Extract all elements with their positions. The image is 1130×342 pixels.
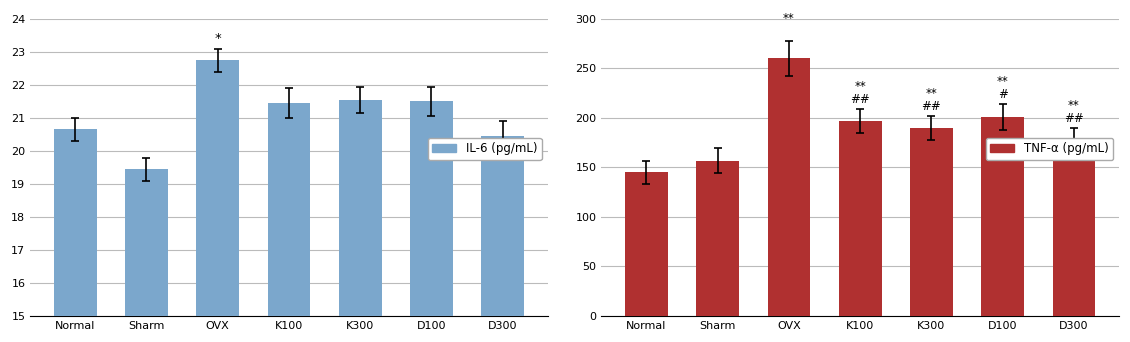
Text: #: # [998, 88, 1008, 101]
Bar [625, 172, 668, 316]
Text: *: * [215, 32, 221, 45]
Text: ##: ## [922, 100, 941, 113]
Bar [125, 169, 167, 342]
Text: ##: ## [850, 93, 870, 106]
Bar [1053, 141, 1095, 316]
Text: **: ** [1068, 99, 1080, 112]
Legend: IL-6 (pg/mL): IL-6 (pg/mL) [428, 138, 541, 160]
Bar [838, 121, 881, 316]
Text: **: ** [854, 80, 866, 93]
Bar [481, 136, 524, 342]
Text: **: ** [925, 87, 937, 100]
Text: **: ** [997, 75, 1009, 88]
Bar [339, 100, 382, 342]
Bar [54, 130, 96, 342]
Text: **: ** [783, 12, 794, 25]
Bar [410, 101, 453, 342]
Bar [197, 60, 240, 342]
Bar [981, 117, 1024, 316]
Legend: TNF-α (pg/mL): TNF-α (pg/mL) [985, 138, 1113, 160]
Bar [268, 103, 311, 342]
Bar [767, 58, 810, 316]
Bar [910, 128, 953, 316]
Bar [696, 160, 739, 316]
Text: ##: ## [1064, 112, 1084, 125]
